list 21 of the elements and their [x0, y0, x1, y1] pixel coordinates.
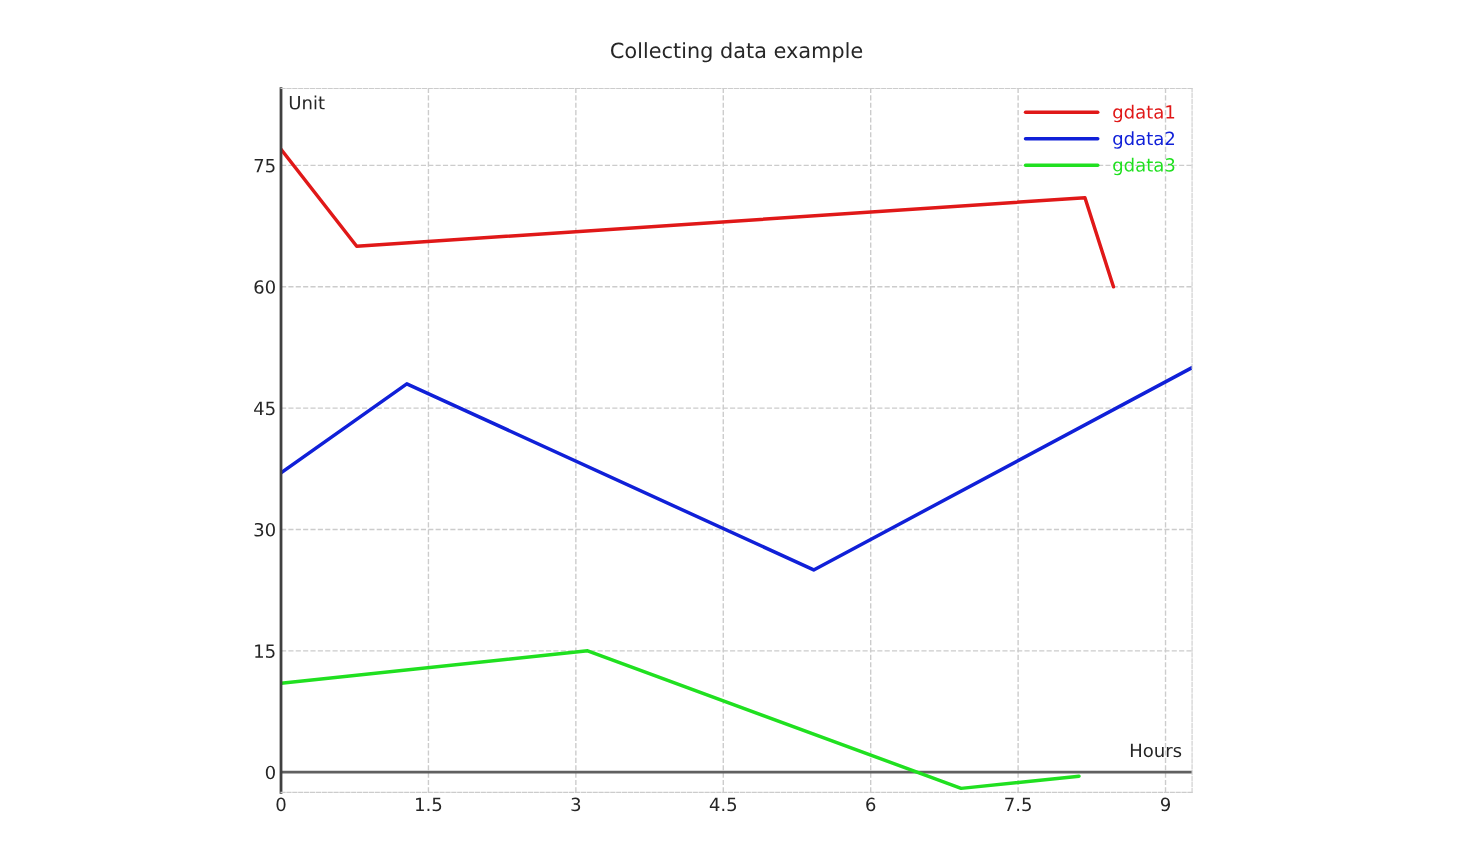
line-series [281, 365, 1193, 572]
line-series [281, 649, 1081, 791]
x-tick-label: 0 [276, 797, 286, 812]
y-tick-label: 75 [254, 159, 275, 173]
y-tick-label: 15 [255, 644, 275, 658]
legend-label: gdata1 [1113, 104, 1175, 123]
chart-title: Collecting data example [611, 42, 863, 63]
y-tick-label: 0 [265, 765, 275, 780]
x-tick-label: 6 [866, 797, 876, 812]
y-axis-title: Unit [289, 95, 325, 110]
x-tick-label: 4.5 [709, 797, 737, 812]
x-tick-label: 3 [571, 797, 581, 812]
y-tick-label: 45 [254, 401, 275, 416]
y-tick-label: 30 [254, 522, 275, 537]
y-tick-label: 60 [254, 280, 275, 294]
legend-label: gdata2 [1113, 131, 1175, 149]
x-axis-title: Hours [1130, 743, 1182, 758]
x-tick-label: 9 [1160, 797, 1171, 812]
legend-label: gdata3 [1113, 157, 1175, 176]
x-tick-label: 1.5 [416, 797, 442, 812]
x-tick-label: 7.5 [1005, 797, 1031, 812]
